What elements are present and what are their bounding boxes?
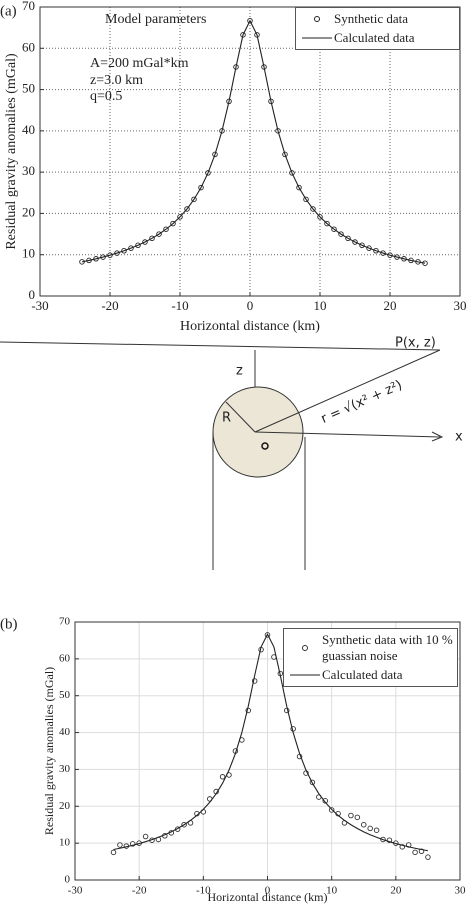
panel-label: (a): [0, 3, 17, 19]
y-tick-label: 40: [22, 122, 35, 137]
x-tick-label: 30: [454, 298, 467, 313]
y-axis-label: Residual gravity anomalies (mGal): [42, 667, 56, 835]
legend-label: Synthetic data with 10 % guassian noise: [322, 632, 453, 663]
legend-symbol: [290, 674, 320, 676]
y-tick-label: 0: [65, 874, 71, 886]
y-tick-label: 50: [59, 689, 71, 701]
y-tick-label: 40: [59, 726, 71, 738]
y-axis-label: Residual gravity anomalies (mGal): [4, 53, 19, 250]
data-point: [354, 814, 361, 821]
legend-marker: [302, 645, 308, 651]
x-tick-label: 10: [314, 298, 327, 313]
annotation: z=3.0 km: [90, 73, 143, 88]
legend-item: Synthetic data with 10 % guassian noise: [288, 632, 453, 664]
legend-symbol: [314, 16, 320, 22]
data-point: [110, 849, 117, 856]
legend-label: Calculated data: [322, 667, 403, 682]
annotation: q=0.5: [90, 89, 122, 104]
y-tick-label: 60: [22, 39, 35, 54]
data-point: [219, 774, 226, 780]
y-tick-label: 0: [29, 287, 36, 302]
diagram: P(x, z) z R x r = √(x² + z²): [0, 336, 463, 570]
x-tick-label: -20: [101, 298, 118, 313]
x-tick-label: 30: [455, 885, 467, 897]
x-axis-label: Horizontal distance (km): [208, 890, 328, 904]
data-point: [373, 827, 380, 833]
data-point: [142, 833, 149, 840]
y-tick-label: 60: [59, 652, 71, 664]
x-tick-label: 0: [247, 298, 254, 313]
y-tick-label: 30: [22, 163, 35, 178]
y-tick-label: 50: [22, 81, 35, 96]
x-tick-label: 20: [390, 885, 402, 897]
data-point: [117, 842, 123, 848]
y-tick-label: 20: [59, 800, 71, 812]
y-tick-label: 70: [59, 616, 71, 628]
data-point: [412, 849, 418, 856]
x-label: x: [455, 430, 463, 445]
legend-label: Calculated data: [334, 30, 415, 45]
legend-item: Calculated data: [300, 30, 455, 46]
x-axis-label: Horizontal distance (km): [180, 319, 320, 334]
y-tick-label: 10: [59, 837, 71, 849]
surface-line: [0, 341, 441, 351]
legend: Synthetic data with 10 % guassian noise C…: [283, 628, 458, 687]
data-line: [113, 633, 429, 852]
legend-symbol: [302, 645, 308, 651]
r-line: [254, 349, 441, 433]
legend-item: Synthetic data: [300, 11, 455, 27]
annotation: Model parameters: [105, 12, 206, 27]
legend-item: Calculated data: [288, 667, 453, 683]
plot-frame: [74, 621, 461, 881]
data-line: [81, 19, 426, 264]
x-tick-label: -30: [31, 298, 48, 313]
center: [261, 442, 269, 450]
x-tick-label: -30: [68, 885, 83, 897]
legend: Synthetic data Calculated data: [295, 7, 460, 50]
data-point: [367, 825, 373, 832]
y-tick-label: 30: [59, 763, 71, 775]
panel-label: (b): [0, 616, 18, 632]
x-tick-label: 20: [384, 298, 397, 313]
x-tick-label: -20: [132, 885, 147, 897]
plot-frame: [39, 6, 461, 297]
legend-symbol: [302, 37, 332, 39]
legend-label: Synthetic data: [334, 11, 409, 26]
x-tick-label: -10: [196, 885, 211, 897]
point-label: P(x, z): [395, 336, 436, 351]
radius: [225, 401, 256, 433]
x-tick-label: -10: [171, 298, 188, 313]
r-label: R: [222, 411, 231, 426]
data-point: [425, 854, 431, 860]
z-label: z: [236, 364, 243, 379]
x-axis: [254, 431, 441, 438]
data-point: [361, 821, 367, 828]
x-tick-label: 0: [265, 885, 271, 897]
data-point: [348, 812, 354, 819]
legend-marker: [314, 16, 320, 22]
annotation: A=200 mGal*km: [90, 56, 189, 71]
x-tick-label: 10: [326, 885, 338, 897]
arrow: [431, 431, 444, 442]
y-tick-label: 20: [22, 204, 35, 219]
y-tick-label: 10: [22, 246, 35, 261]
y-tick-label: 70: [22, 0, 35, 13]
